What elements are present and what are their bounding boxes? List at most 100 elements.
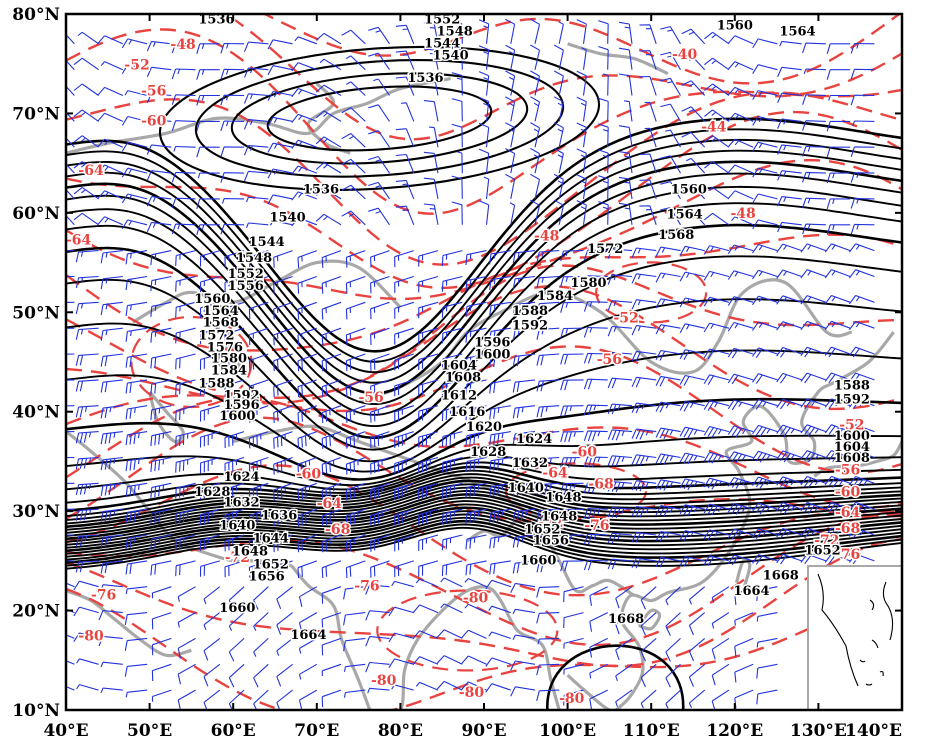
wind-barb-icon — [639, 179, 657, 200]
wind-barb-icon — [560, 534, 584, 546]
wind-barb-icon — [173, 145, 196, 152]
wind-barb-icon — [589, 637, 608, 658]
wind-barb-icon — [125, 508, 148, 523]
geopotential-contour-label: 1568 — [658, 228, 694, 243]
wind-barb-icon — [175, 250, 196, 266]
wind-barb-icon — [125, 482, 148, 498]
wind-barb-icon — [345, 250, 366, 268]
wind-barb-icon — [73, 632, 99, 642]
wind-barb-icon — [640, 663, 657, 688]
wind-barb-icon — [848, 553, 875, 565]
wind-barb-icon — [341, 158, 366, 174]
wind-barb-icon — [267, 142, 293, 153]
wind-barb-icon — [391, 580, 414, 588]
wind-barb-icon — [394, 301, 414, 319]
wind-barb-icon — [97, 164, 124, 174]
wind-barb-icon — [175, 275, 196, 292]
wind-barb-icon — [828, 94, 851, 101]
wind-barb-icon — [489, 379, 511, 394]
wind-barb-icon — [660, 181, 681, 200]
wind-barb-icon — [615, 586, 633, 609]
geopotential-contour-label: 1624 — [223, 470, 259, 485]
wind-barb-icon — [175, 560, 196, 577]
wind-barb-icon — [150, 353, 172, 369]
wind-barb-icon — [655, 401, 681, 413]
wind-barb-icon — [824, 372, 851, 384]
wind-barb-icon — [824, 243, 851, 253]
wind-barb-icon — [607, 325, 633, 337]
wind-barb-icon — [824, 294, 851, 305]
wind-barb-icon — [826, 224, 851, 235]
wind-barb-icon — [423, 100, 439, 122]
wind-barb-icon — [199, 534, 220, 551]
wind-barb-icon — [199, 431, 220, 448]
wind-barb-icon — [294, 36, 317, 45]
wind-barb-icon — [826, 198, 851, 210]
wind-barb-icon — [688, 663, 706, 687]
wind-barb-icon — [199, 250, 220, 267]
wind-barb-icon — [321, 586, 342, 604]
wind-barb-icon — [100, 250, 123, 264]
wind-barb-icon — [640, 586, 657, 610]
wind-barb-icon — [752, 243, 778, 254]
wind-barb-icon — [776, 321, 802, 331]
wind-barb-icon — [373, 78, 390, 96]
wind-barb-icon — [298, 663, 318, 680]
coastline — [566, 331, 895, 710]
wind-barb-icon — [848, 527, 875, 539]
wind-barb-icon — [441, 327, 463, 344]
wind-barb-icon — [370, 431, 390, 449]
wind-barb-icon — [734, 586, 754, 605]
wind-barb-icon — [423, 48, 439, 70]
wind-barb-icon — [553, 199, 564, 225]
wind-barb-icon — [418, 560, 439, 577]
wind-barb-icon — [512, 275, 536, 290]
wind-barb-icon — [727, 347, 754, 359]
wind-barb-icon — [418, 456, 439, 474]
wind-barb-icon — [368, 52, 390, 71]
wind-barb-icon — [66, 163, 75, 174]
wind-barb-icon — [73, 186, 99, 200]
x-tick-label: 90°E — [461, 721, 506, 741]
temperature-contour-label: -76 — [835, 547, 860, 563]
wind-barb-icon — [343, 586, 366, 600]
inset-coastline — [817, 573, 894, 687]
wind-barb-icon — [800, 243, 827, 253]
wind-barb-icon — [639, 205, 657, 225]
geopotential-contour-label: 1564 — [779, 24, 815, 39]
geopotential-contour-label: 1652 — [524, 523, 560, 538]
geopotential-contour-label: 1640 — [508, 481, 544, 496]
wind-barb-icon — [228, 586, 245, 610]
wind-barb-icon — [703, 503, 730, 516]
wind-barb-icon — [341, 133, 366, 148]
wind-barb-icon — [478, 148, 490, 174]
temperature-contour-label: -80 — [371, 673, 397, 689]
wind-barb-icon — [660, 77, 681, 96]
wind-barb-icon — [66, 685, 75, 691]
wind-barb-icon — [224, 508, 245, 526]
wind-barb-icon — [640, 612, 657, 636]
wind-barb-icon — [478, 45, 490, 70]
wind-barb-icon — [489, 456, 511, 472]
wind-barb-icon — [394, 431, 414, 449]
wind-barb-icon — [73, 135, 99, 148]
temperature-contour-label: -48 — [731, 206, 756, 222]
wind-barb-icon — [488, 631, 511, 639]
wind-barb-icon — [489, 353, 511, 368]
wind-barb-icon — [727, 61, 754, 71]
wind-barb-icon — [560, 275, 584, 287]
wind-barb-icon — [394, 250, 414, 268]
wind-barb-icon — [824, 527, 851, 539]
wind-barb-icon — [66, 137, 75, 148]
wind-barb-icon — [177, 586, 196, 602]
wind-barb-icon — [395, 153, 415, 174]
wind-barb-icon — [660, 206, 681, 226]
wind-barb-icon — [199, 275, 220, 293]
wind-barb-icon — [655, 479, 681, 491]
wind-barb-icon — [512, 482, 536, 496]
wind-barb-icon — [267, 116, 293, 127]
wind-barb-icon — [802, 197, 826, 209]
wind-barb-icon — [276, 586, 293, 610]
wind-barb-icon — [298, 689, 318, 710]
wind-barb-icon — [800, 372, 827, 384]
